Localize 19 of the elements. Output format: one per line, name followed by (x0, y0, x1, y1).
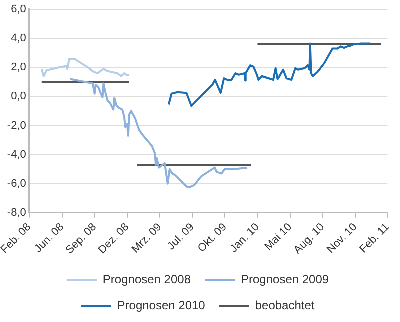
x-tick-label: Jul. 09 (165, 221, 197, 253)
y-tick-label: 4,0 (11, 32, 26, 45)
x-tick-label: Feb. 08 (0, 221, 34, 256)
y-tick-label: 6,0 (11, 4, 26, 16)
x-tick-label: Nov. 10 (324, 221, 360, 256)
x-tick-label: Mrz. 09 (130, 221, 164, 256)
y-tick-label: -4,0 (7, 148, 26, 161)
x-tick-label: Feb. 11 (358, 221, 392, 256)
legend-label: Prognosen 2008 (102, 272, 192, 286)
legend-label: Prognosen 2009 (241, 272, 330, 286)
y-tick-label: 2,0 (11, 62, 26, 74)
x-tick-label: Jan. 10 (228, 221, 262, 256)
legend-label: beobachtet (255, 298, 316, 312)
y-tick-label: -6,0 (7, 178, 26, 190)
y-tick-label: -2,0 (7, 120, 26, 132)
legend-label: Prognosen 2010 (117, 298, 206, 312)
y-tick-label: 0,0 (11, 90, 26, 103)
x-tick-label: Okt. 09 (196, 221, 230, 255)
y-tick-label: -8,0 (7, 206, 26, 219)
